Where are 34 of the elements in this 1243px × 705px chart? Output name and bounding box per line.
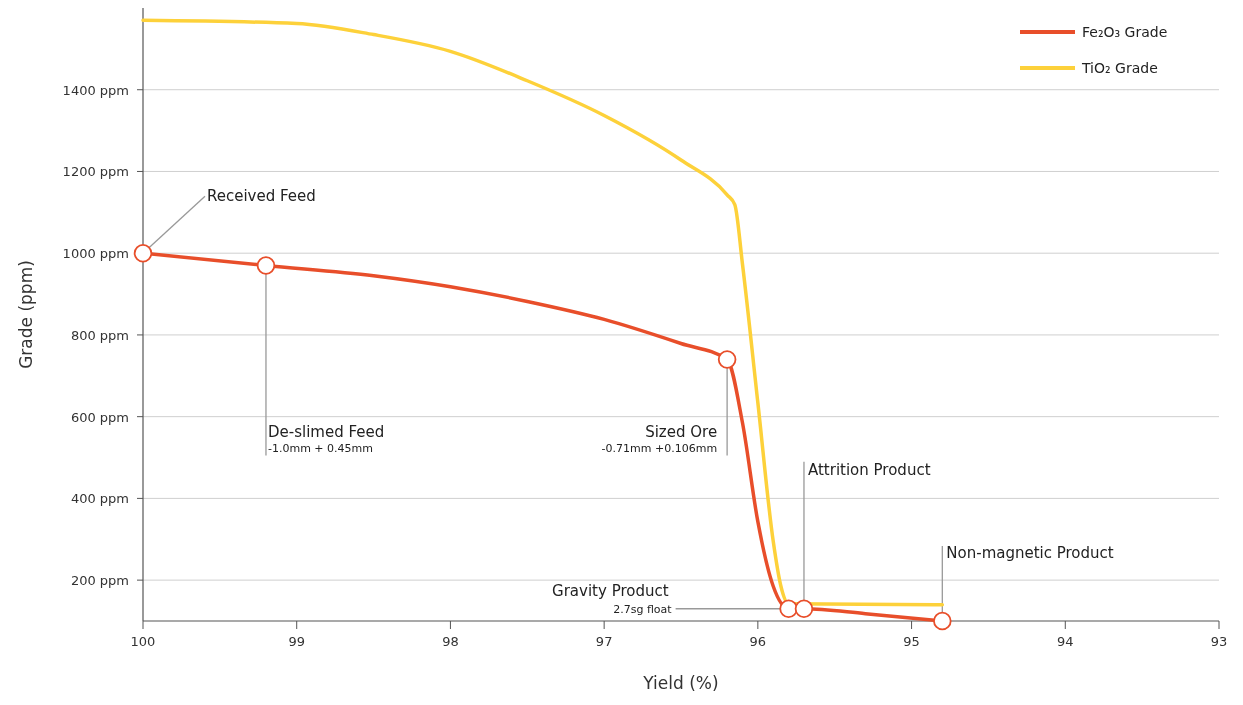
- annotation: 2.7sg float: [613, 602, 673, 616]
- point: [717, 350, 737, 369]
- point: [794, 599, 814, 618]
- annotation: Gravity Product: [552, 581, 669, 600]
- point: [256, 256, 276, 275]
- x-tick-label: 99: [288, 634, 305, 649]
- annotation: De-slimed Feed: [267, 423, 385, 442]
- x-tick-label: 100: [130, 634, 156, 649]
- x-tick-label: 95: [903, 634, 920, 649]
- annotation: -0.71mm +0.106mm: [601, 442, 718, 456]
- x-tick-label: 98: [442, 634, 459, 649]
- legend-label: Fe₂O₃ Grade: [1082, 24, 1168, 40]
- x-tick-label: 97: [595, 634, 613, 649]
- y-tick-label: 1000 ppm: [62, 246, 129, 262]
- x-tick-label: 94: [1057, 634, 1074, 649]
- point: [133, 243, 153, 263]
- x-tick-label: 96: [749, 634, 767, 649]
- y-tick-label: 1400 ppm: [62, 82, 129, 98]
- annotation: Non-magnetic Product: [946, 544, 1114, 562]
- y-tick-label: 400 ppm: [70, 491, 129, 507]
- x-axis-title: Yield (%): [642, 673, 719, 693]
- point: [933, 611, 952, 631]
- annotation: Attrition Product: [807, 460, 931, 479]
- y-axis-title: Grade (ppm): [16, 260, 36, 369]
- legend-label: TiO₂ Grade: [1081, 60, 1158, 76]
- annotation: -1.0mm + 0.45mm: [267, 442, 373, 456]
- point: [779, 599, 798, 618]
- y-tick-label: 200 ppm: [70, 573, 129, 589]
- x-tick-label: 93: [1210, 634, 1228, 649]
- y-tick-label: 600 ppm: [70, 409, 129, 425]
- annotation: Received Feed: [207, 187, 316, 206]
- y-tick-label: 1200 ppm: [62, 164, 129, 180]
- y-tick-label: 800 ppm: [70, 327, 129, 343]
- annotation: Sized Ore: [645, 423, 718, 442]
